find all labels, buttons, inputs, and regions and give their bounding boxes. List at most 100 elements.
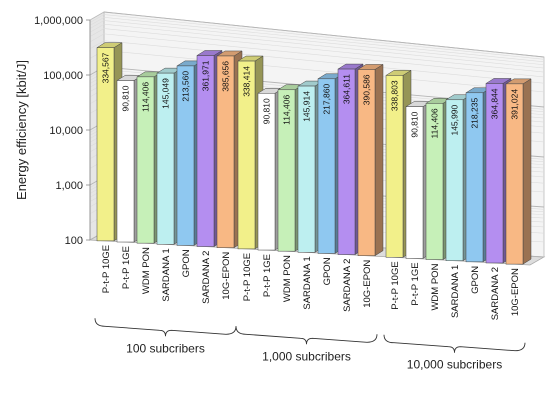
- group-label: 1,000 subcribers: [262, 349, 351, 363]
- category-label: 10G-EPON: [221, 252, 232, 300]
- bar-value-label: 90,810: [262, 98, 272, 124]
- category-label: P-t-P 1GE: [262, 254, 273, 297]
- bar-side: [522, 78, 532, 265]
- bar-value-label: 338,803: [390, 80, 400, 111]
- bar-value-label: 391,024: [510, 89, 520, 120]
- bar-front: [317, 78, 336, 254]
- bar-front: [237, 60, 256, 250]
- bar-front: [297, 85, 316, 253]
- category-labels: P-t-P 10GE P-t-P 1GE WDM PON SARDANA 1 GPON S…: [101, 245, 521, 320]
- bar-front: [337, 68, 356, 255]
- minor-gridline-side: [89, 40, 105, 50]
- y-tick-label: 100: [65, 235, 83, 247]
- minor-gridline: [103, 50, 545, 93]
- y-tick-label: 100,000: [43, 70, 83, 82]
- bar-front: [385, 75, 404, 258]
- bar-front: [277, 89, 296, 252]
- group-brace: [94, 318, 237, 337]
- bar-front: [136, 76, 155, 244]
- minor-gridline: [103, 28, 545, 73]
- category-label: P-t-P 10GE: [242, 253, 253, 301]
- bar-front: [405, 106, 424, 259]
- minor-gridline-side: [89, 17, 105, 26]
- minor-gridline-side: [89, 23, 105, 33]
- bar-value-label: 145,990: [450, 105, 460, 136]
- bar-front: [505, 83, 524, 265]
- y-axis: 100 1,000 10,000 100,000 1,000,000: [34, 15, 91, 247]
- y-tick-label: 1,000,000: [34, 15, 83, 27]
- bar-value-label: 90,810: [121, 85, 131, 111]
- category-label: SARDANA 2: [342, 259, 353, 312]
- bar-value-label: 364,844: [490, 88, 500, 119]
- minor-gridline: [103, 20, 545, 66]
- category-label: GPON: [470, 266, 481, 294]
- category-label: P-t-P 1GE: [410, 262, 421, 305]
- y-tick-label: 10,000: [49, 125, 83, 137]
- bar-value-label: 338,414: [242, 66, 252, 97]
- category-label: 10G-EPON: [362, 260, 373, 308]
- bar-front: [465, 92, 484, 263]
- category-label: WDM PON: [141, 247, 152, 294]
- category-label: SARDANA 1: [450, 265, 461, 318]
- category-label: GPON: [181, 249, 192, 277]
- minor-gridline-side: [89, 28, 105, 37]
- group-brace: [235, 326, 378, 345]
- minor-gridline-side: [89, 33, 105, 43]
- category-label: P-t-P 1GE: [121, 246, 132, 289]
- bar: [357, 64, 384, 257]
- bar-value-label: 390,586: [362, 74, 372, 105]
- bar-value-label: 385,656: [221, 61, 231, 92]
- bar-front: [445, 99, 464, 261]
- bar-front: [216, 55, 235, 248]
- bar-value-label: 114,406: [141, 82, 151, 112]
- bar-value-label: 114,406: [282, 95, 292, 125]
- category-label: GPON: [322, 257, 333, 285]
- category-label: WDM PON: [430, 263, 441, 310]
- category-label: SARDANA 1: [302, 256, 313, 309]
- bar-value-label: 145,914: [302, 91, 312, 122]
- bar-value-label: 213,560: [181, 71, 191, 102]
- bar-value-label: 361,971: [201, 60, 211, 91]
- bar-value-label: 217,860: [322, 84, 332, 115]
- bar-front: [196, 55, 215, 247]
- bar-value-label: 145,049: [161, 78, 171, 109]
- major-gridline: [103, 11, 545, 58]
- group-label: 10,000 subcribers: [407, 358, 502, 372]
- bar-front: [425, 103, 444, 260]
- category-label: SARDANA 1: [161, 248, 172, 301]
- category-label: P-t-P 10GE: [390, 261, 401, 309]
- y-tick-label: 1,000: [55, 180, 83, 192]
- bar-value-label: 114,406: [430, 108, 440, 138]
- y-axis-label: Energy efficiency [kbit/J]: [14, 60, 29, 200]
- bar-front: [116, 80, 135, 243]
- bar-value-label: 364,611: [342, 74, 352, 104]
- group-label: 100 subcribers: [126, 341, 205, 355]
- minor-gridline: [103, 23, 545, 69]
- bar-front: [257, 93, 276, 251]
- minor-gridline: [103, 17, 545, 63]
- group-brace: [383, 334, 526, 353]
- bar-front: [156, 72, 175, 245]
- bar-side: [374, 64, 384, 257]
- category-label: SARDANA 2: [490, 267, 501, 320]
- bar-front: [485, 83, 504, 264]
- minor-gridline-side: [89, 14, 105, 23]
- minor-gridline: [103, 33, 545, 78]
- bar-value-label: 218,235: [470, 98, 480, 129]
- bar-value-label: 334,567: [101, 52, 111, 83]
- minor-gridline: [103, 14, 545, 60]
- group-labels: 100 subcribers 1,000 subcribers 10,000 sub…: [94, 318, 526, 372]
- minor-gridline-side: [89, 20, 105, 29]
- bars: 334,567 90,810 114,406 145,049 213,560 361,97…: [96, 42, 532, 265]
- category-label: WDM PON: [282, 255, 293, 302]
- category-label: P-t-P 10GE: [101, 245, 112, 293]
- bar: [505, 78, 532, 265]
- bar-value-label: 90,810: [410, 111, 420, 137]
- category-label: 10G-EPON: [510, 268, 521, 316]
- category-label: SARDANA 2: [201, 251, 212, 304]
- minor-gridline: [103, 40, 545, 84]
- bar-front: [176, 65, 195, 246]
- bar-front: [96, 47, 115, 242]
- bar-front: [357, 69, 376, 256]
